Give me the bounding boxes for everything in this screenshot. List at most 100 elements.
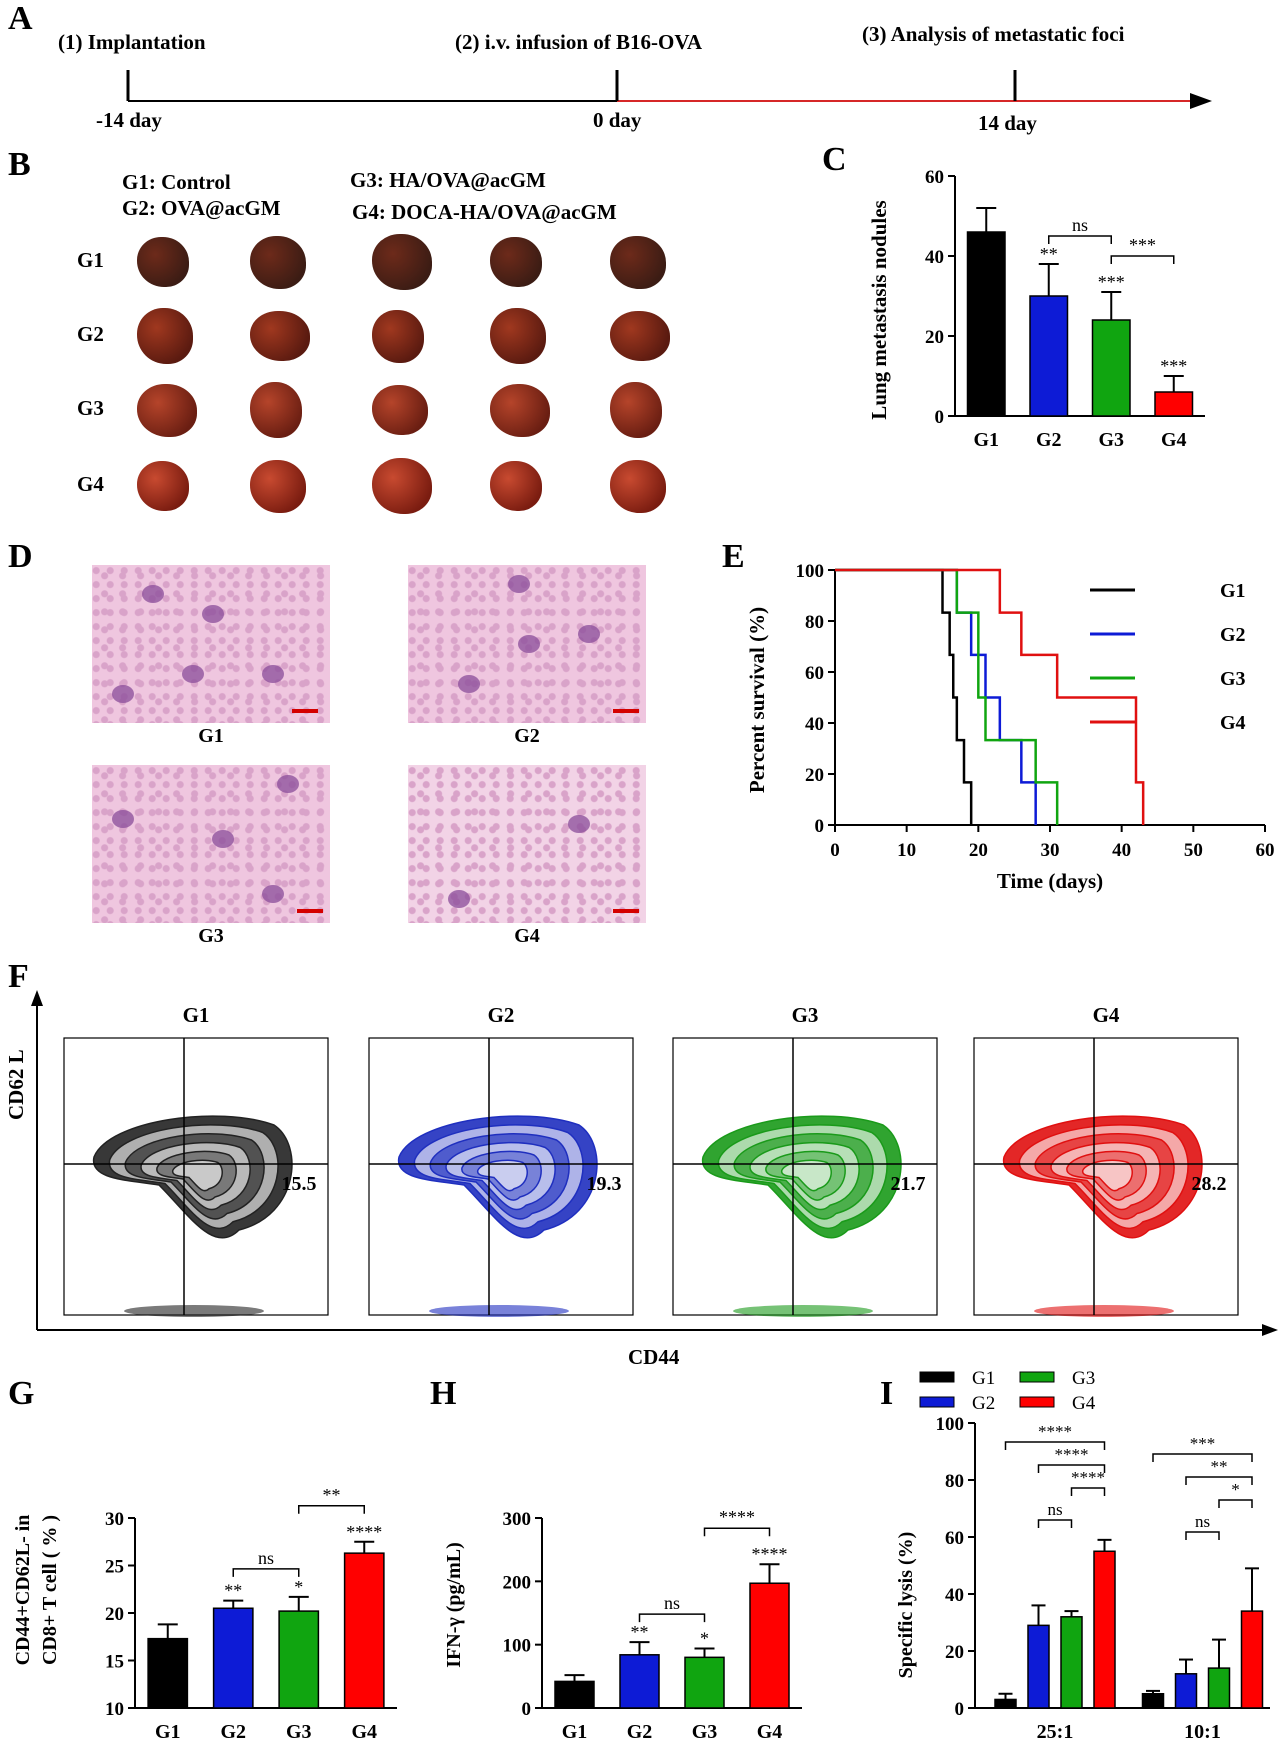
lung-photo: [490, 237, 542, 287]
legend-g4: G4: DOCA-HA/OVA@acGM: [352, 200, 617, 224]
lung-photo: [372, 309, 424, 363]
y-tick-label: 60: [945, 1528, 964, 1549]
lung-photo: [372, 458, 432, 514]
y-tick-label: 200: [503, 1572, 532, 1593]
legend-label: G1: [972, 1370, 995, 1389]
category-label: G4: [351, 1721, 377, 1743]
flow-contour: [476, 1159, 528, 1192]
x-tick-label: 10: [897, 840, 916, 861]
timeline-axis: [126, 70, 1212, 109]
bar: [1027, 1624, 1050, 1709]
y-tick-label: 20: [945, 1642, 964, 1663]
survival-line: [835, 568, 973, 825]
significance-bracket: [1037, 1464, 1106, 1473]
category-label: G4: [1161, 429, 1187, 451]
bar: [994, 1698, 1017, 1709]
significance-bracket: [298, 1505, 365, 1514]
lung-photo: [250, 382, 302, 438]
category-label: G2: [1036, 429, 1062, 451]
bracket-label: ns: [664, 1593, 680, 1613]
legend-label: G2: [1220, 624, 1246, 646]
y-tick-label: 20: [805, 765, 824, 786]
chart-e-survival: 0 20 40 60 80 100 0 10 20 30 40 50 60 G1 G2 G3 G4 Percent…: [745, 561, 1275, 893]
bar: [1091, 319, 1131, 417]
timeline-arrowhead: [1190, 93, 1212, 109]
flow-group-title: G1: [183, 1003, 210, 1027]
bar: [1141, 1693, 1165, 1709]
y-tick-label: 20: [925, 327, 944, 348]
significance-bracket: [1152, 1453, 1253, 1462]
flow-group-title: G2: [488, 1003, 515, 1027]
panel-label-i: I: [880, 1375, 894, 1412]
y-tick-label: 0: [955, 1699, 965, 1720]
significance-label: **: [1040, 244, 1058, 264]
significance-bracket: [703, 1527, 771, 1537]
category-label: G4: [757, 1721, 783, 1743]
significance-label: *: [294, 1577, 303, 1597]
bracket-label: ns: [258, 1548, 274, 1568]
category-label: G3: [286, 1721, 312, 1743]
timeline-time-1: -14 day: [96, 108, 162, 132]
legend-label: G4: [1220, 712, 1246, 734]
significance-label: ***: [1098, 272, 1125, 292]
chart-h-ifn: 0 100 200 300 G1 ** G2 * G3 **** G4 ns **** IFN-γ (pg…: [443, 1507, 802, 1743]
bracket-label: ns: [1195, 1512, 1210, 1531]
y-axis-title: CD8+ T cell ( % ): [39, 1515, 61, 1665]
survival-line: [835, 568, 1059, 825]
lung-photo: [137, 308, 193, 364]
lung-photo: [610, 382, 662, 438]
significance-bracket: [1070, 1487, 1106, 1496]
lung-photo: [250, 459, 306, 513]
category-label: G3: [692, 1721, 718, 1743]
timeline-time-2: 0 day: [593, 108, 642, 132]
survival-line: [835, 568, 1037, 825]
panel-label-d: D: [8, 538, 33, 575]
y-tick-label: 100: [796, 561, 825, 582]
bar: [966, 231, 1006, 417]
x-tick-label: 0: [830, 840, 840, 861]
quadrant-percentage: 21.7: [891, 1173, 926, 1195]
significance-label: **: [631, 1622, 649, 1642]
histology-label-g4: G4: [514, 925, 540, 947]
y-tick-label: 60: [805, 663, 824, 684]
legend-label: G1: [1220, 580, 1246, 602]
flow-contour: [1034, 1305, 1174, 1317]
bar: [1207, 1667, 1231, 1709]
y-arrowhead: [31, 990, 43, 1006]
panel-label-a: A: [8, 0, 33, 37]
bar: [343, 1552, 385, 1709]
bar: [1174, 1673, 1198, 1709]
category-label: G1: [155, 1721, 181, 1743]
y-axis-title: IFN-γ (pg/mL): [443, 1542, 465, 1667]
scale-bar: [613, 909, 639, 913]
bar: [1154, 391, 1194, 417]
bar: [1060, 1616, 1083, 1709]
flow-contour: [733, 1305, 873, 1317]
category-label: G1: [562, 1721, 588, 1743]
flow-contour: [171, 1159, 223, 1192]
bracket-label: ****: [1038, 1422, 1072, 1441]
bracket-label: ***: [1190, 1434, 1216, 1453]
y-tick-label: 80: [945, 1471, 964, 1492]
survival-line: [835, 568, 1145, 825]
y-tick-label: 25: [105, 1557, 124, 1578]
lung-photo: [490, 383, 550, 437]
x-tick-label: 20: [969, 840, 988, 861]
lung-row-label: G1: [77, 248, 104, 272]
scale-bar: [292, 709, 318, 713]
lung-photo: [490, 308, 546, 364]
bar: [749, 1582, 790, 1709]
legend-label: G2: [972, 1393, 995, 1414]
scale-bar: [613, 709, 639, 713]
timeline-step-3: (3) Analysis of metastatic foci: [862, 22, 1125, 46]
y-axis-title: CD44+CD62L- in: [12, 1515, 34, 1666]
bracket-label: ns: [1072, 215, 1088, 235]
x-tick-label: 40: [1112, 840, 1131, 861]
panel-label-b: B: [8, 146, 31, 183]
lung-photo: [610, 235, 666, 289]
legend-g2: G2: OVA@acGM: [122, 196, 281, 220]
y-axis-title: Specific lysis (%): [895, 1532, 917, 1679]
x-tick-label: 30: [1041, 840, 1060, 861]
y-tick-label: 20: [105, 1604, 124, 1625]
